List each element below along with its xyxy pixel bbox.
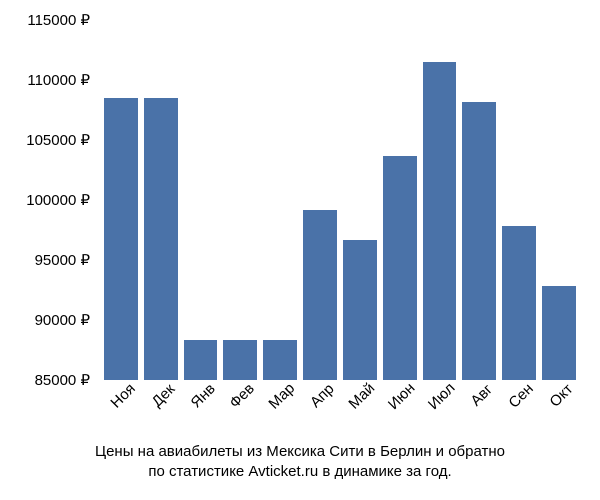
bar-Апр [303, 210, 337, 380]
bar-Дек [144, 98, 178, 380]
x-tick-label: Июл [424, 380, 458, 414]
y-tick-label: 115000 ₽ [27, 11, 90, 29]
x-tick: Сен [502, 380, 536, 440]
x-axis: Ноя Дек Янв ФевМар АпрМайИюнИюл Авг Сен Окт [100, 380, 580, 440]
x-tick: Апр [303, 380, 337, 440]
chart-caption: Цены на авиабилеты из Мексика Сити в Бер… [0, 442, 600, 483]
bar-Мар [263, 340, 297, 380]
x-tick-label: Окт [547, 381, 577, 411]
y-tick-label: 95000 ₽ [35, 251, 90, 269]
price-chart: 85000 ₽ 90000 ₽ 95000 ₽ 100000 ₽ 105000 ₽ 110… [0, 0, 600, 500]
x-tick-label: Фев [227, 380, 259, 412]
x-tick-label: Апр [307, 380, 338, 411]
bar-Сен [502, 226, 536, 380]
y-tick-label: 85000 ₽ [35, 371, 90, 389]
bar-Янв [184, 340, 218, 380]
bar-Июл [423, 62, 457, 380]
caption-line-2: по статистике Avticket.ru в динамике за … [148, 463, 451, 480]
bar-Июн [383, 156, 417, 380]
y-tick-label: 105000 ₽ [26, 131, 90, 149]
x-tick: Окт [542, 380, 576, 440]
y-tick-label: 110000 ₽ [27, 71, 90, 89]
x-tick: Янв [184, 380, 218, 440]
bar-Авг [462, 102, 496, 380]
y-axis: 85000 ₽90000 ₽95000 ₽100000 ₽105000 ₽110… [0, 20, 96, 380]
y-tick-label: 100000 ₽ [26, 191, 90, 209]
x-tick-label: Май [345, 380, 378, 413]
bar-Окт [542, 286, 576, 380]
x-tick: Мар [263, 380, 297, 440]
x-tick-label: Мар [266, 380, 299, 413]
bar-Ноя [104, 98, 138, 380]
bar-Фев [223, 340, 257, 380]
x-tick-label: Сен [506, 380, 537, 411]
x-tick-label: Ноя [107, 380, 138, 411]
bar-Май [343, 240, 377, 380]
x-tick-label: Авг [468, 381, 497, 410]
x-tick-label: Дек [148, 381, 178, 411]
x-tick: Фев [223, 380, 257, 440]
bars-container [100, 20, 580, 380]
x-tick: Авг [462, 380, 496, 440]
caption-line-1: Цены на авиабилеты из Мексика Сити в Бер… [95, 443, 505, 460]
x-tick: Июн [383, 380, 417, 440]
x-tick-label: Июн [385, 380, 418, 413]
x-tick: Ноя [104, 380, 138, 440]
x-tick-label: Янв [187, 380, 218, 411]
y-tick-label: 90000 ₽ [35, 311, 90, 329]
x-tick: Дек [144, 380, 178, 440]
plot-area [100, 20, 580, 380]
x-tick: Май [343, 380, 377, 440]
x-tick: Июл [423, 380, 457, 440]
